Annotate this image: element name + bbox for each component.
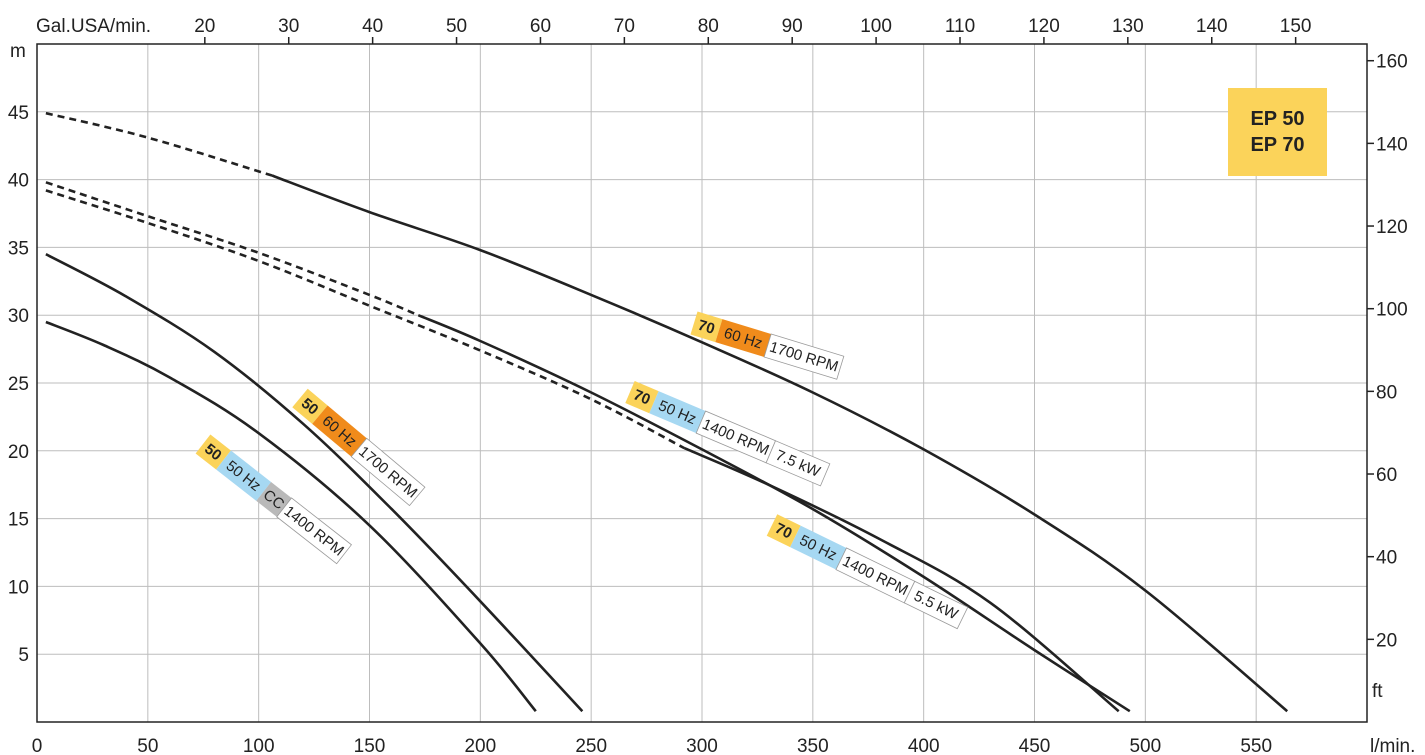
x-top-tick-label: 150	[1280, 16, 1312, 37]
x-top-tick-label: 110	[945, 16, 975, 37]
curve-label-box-cc	[256, 481, 292, 517]
y-left-tick-label: 30	[8, 306, 29, 327]
x-top-tick-label: 130	[1112, 16, 1144, 37]
y-left-tick-label: 10	[8, 577, 29, 598]
curve-dashed-2	[45, 181, 419, 317]
curve-label-box-plain	[276, 497, 353, 565]
x-top-unit-label: Gal.USA/min.	[36, 16, 151, 37]
y-left-tick-label: 20	[8, 442, 29, 463]
curve-label-box-model	[690, 311, 723, 343]
x-bottom-tick-label: 50	[137, 736, 158, 755]
curve-label-plain-text: 1400 RPM	[281, 503, 347, 560]
model-badge: EP 50 EP 70	[1228, 88, 1327, 176]
y-right-tick-label: 160	[1376, 52, 1408, 73]
curve-label-box-model	[766, 514, 801, 548]
curve-label-model-text: 70	[631, 386, 653, 408]
y-right-tick-label: 120	[1376, 217, 1408, 238]
x-bottom-tick-label: 150	[354, 736, 386, 755]
y-right-unit-label: ft	[1372, 681, 1383, 702]
curve-solid-4	[271, 174, 1289, 713]
y-right-tick-label: 40	[1376, 548, 1397, 569]
x-bottom-tick-label: 300	[686, 736, 718, 755]
y-left-unit-label: m	[10, 41, 26, 62]
curve-solid-3	[683, 446, 1120, 713]
curve-label-box-hz50	[216, 450, 272, 501]
x-top-tick-label: 120	[1028, 16, 1060, 37]
y-left-tick-label: 25	[8, 374, 29, 395]
y-right-tick-label: 100	[1376, 300, 1408, 321]
x-bottom-tick-label: 550	[1240, 736, 1272, 755]
x-top-tick-label: 20	[194, 16, 215, 37]
x-top-tick-label: 40	[362, 16, 383, 37]
curve-label-box-plain	[765, 440, 831, 487]
y-left-tick-label: 15	[8, 510, 29, 531]
curve-label-box-hz60	[715, 319, 772, 357]
model-ep70: EP 70	[1250, 134, 1305, 156]
x-bottom-tick-label: 400	[908, 736, 940, 755]
x-bottom-tick-label: 250	[575, 736, 607, 755]
curve-solid-0	[45, 320, 537, 713]
y-right-tick-label: 20	[1376, 630, 1397, 651]
curve-dashed-3	[45, 189, 685, 450]
y-left-tick-label: 45	[8, 103, 29, 124]
grid-layer	[37, 44, 1367, 722]
curve-label-model-text: 70	[696, 317, 717, 338]
x-top-tick-label: 140	[1196, 16, 1228, 37]
curve-label-box-model	[195, 434, 231, 470]
x-bottom-unit-label: l/min.	[1370, 736, 1415, 755]
x-top-tick-label: 80	[698, 16, 719, 37]
curve-label-box-plain	[763, 333, 845, 380]
x-bottom-tick-label: 350	[797, 736, 829, 755]
curve-label-box-hz60	[312, 405, 367, 457]
y-right-tick-label: 140	[1376, 134, 1408, 155]
curve-label-model-text: 50	[201, 441, 225, 465]
plot-frame	[36, 43, 1368, 723]
x-bottom-tick-label: 500	[1129, 736, 1161, 755]
x-top-tick-label: 90	[782, 16, 803, 37]
axes-layer: 0 50 100 150 200 250 300 350 400 450 500 550 5 10 15 20…	[8, 16, 1408, 755]
curve-label-box-model	[292, 388, 328, 424]
curve-label-plain-text: 1700 RPM	[355, 443, 420, 502]
curve-solid-1	[45, 253, 584, 713]
curve-label-box-hz50	[790, 525, 847, 570]
curve-label-box-model	[625, 380, 659, 414]
x-top-tick-label: 30	[278, 16, 299, 37]
y-left-tick-label: 5	[18, 645, 29, 666]
x-bottom-tick-label: 200	[464, 736, 496, 755]
y-right-tick-label: 60	[1376, 465, 1397, 486]
curve-label-box-plain	[903, 580, 969, 630]
y-right-tick-label: 80	[1376, 382, 1397, 403]
curves-layer	[45, 111, 1289, 713]
x-top-tick-label: 70	[614, 16, 635, 37]
x-top-tick-label: 50	[446, 16, 467, 37]
model-ep50: EP 50	[1250, 108, 1305, 130]
x-bottom-tick-label: 450	[1019, 736, 1051, 755]
curve-label-box-hz50	[649, 391, 706, 434]
curve-dashed-4	[45, 111, 273, 177]
x-top-tick-label: 100	[860, 16, 892, 37]
y-left-tick-label: 35	[8, 238, 29, 259]
x-top-tick-label: 60	[530, 16, 551, 37]
curve-label-box-plain	[350, 437, 426, 507]
x-bottom-tick-label: 0	[32, 736, 43, 755]
x-bottom-tick-label: 100	[243, 736, 275, 755]
y-left-tick-label: 40	[8, 171, 29, 192]
curve-label-model-text: 70	[772, 520, 794, 543]
